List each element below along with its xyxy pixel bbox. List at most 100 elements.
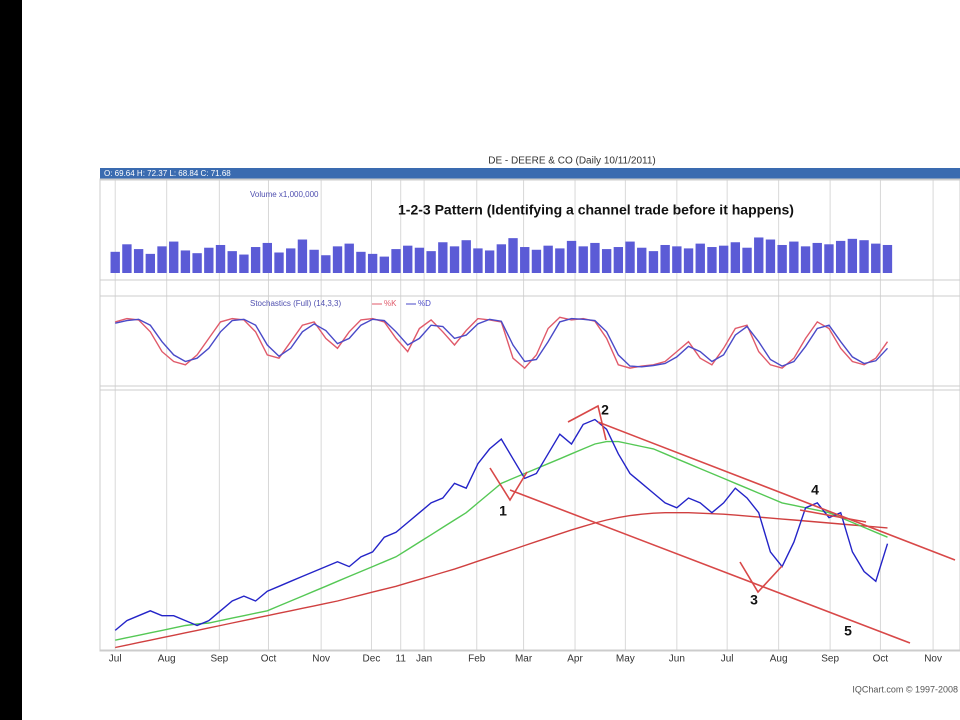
volume-bar <box>367 253 378 273</box>
volume-bar <box>321 255 331 273</box>
volume-bar <box>250 247 261 273</box>
volume-bar <box>566 240 577 273</box>
volume-bar <box>859 240 869 273</box>
volume-bar <box>835 240 846 273</box>
x-tick-label: Jan <box>416 654 432 665</box>
plot-frame <box>99 178 960 652</box>
pattern-title: 1-2-3 Pattern (Identifying a channel tra… <box>398 202 794 218</box>
volume-bar <box>754 237 764 273</box>
x-tick-label: Aug <box>770 654 788 665</box>
x-tick-label: Apr <box>567 654 583 665</box>
pivot-3 <box>739 561 783 594</box>
volume-bar <box>543 245 553 273</box>
channel-lower <box>509 489 911 644</box>
volume-bar <box>613 247 624 273</box>
chart-header: DE - DEERE & CO (Daily 10/11/2011) <box>488 156 655 167</box>
channel-upper <box>597 421 956 561</box>
volume-bar <box>344 243 354 273</box>
volume-bar <box>239 254 249 273</box>
volume-bar <box>601 249 612 273</box>
info-bar <box>100 168 960 179</box>
volume-bar <box>309 249 319 273</box>
volume-bar <box>157 246 167 273</box>
volume-bar <box>286 248 296 273</box>
volume-bar <box>192 253 202 273</box>
volume-bar <box>122 244 132 273</box>
x-tick-label: May <box>616 654 635 665</box>
volume-bar <box>403 245 413 273</box>
x-tick-label: Feb <box>468 654 486 665</box>
legend-label: %D <box>418 299 431 308</box>
volume-bar <box>414 247 425 273</box>
volume-bar <box>215 244 226 273</box>
x-tick-label: Mar <box>515 654 533 665</box>
volume-bar <box>637 247 647 273</box>
volume-bar <box>847 238 858 273</box>
volume-bar <box>718 245 729 273</box>
volume-bar <box>765 239 776 273</box>
series-line <box>114 418 889 631</box>
volume-bar <box>391 249 401 273</box>
volume-label: Volume x1,000,000 <box>250 190 319 199</box>
volume-bar <box>133 249 144 273</box>
volume-bar <box>789 241 799 273</box>
x-tick-label: Sep <box>210 654 228 665</box>
pivot-label: 2 <box>601 402 609 418</box>
x-tick-label: Jun <box>669 654 685 665</box>
volume-bar <box>812 242 822 273</box>
x-tick-label: Jul <box>109 654 122 665</box>
volume-bar <box>742 247 752 273</box>
volume-bar <box>871 243 881 273</box>
volume-bar <box>169 241 179 273</box>
volume-bar <box>531 249 542 273</box>
pivot-2 <box>567 404 607 441</box>
pivot-label: 5 <box>844 623 852 639</box>
legend-label: %K <box>384 299 397 308</box>
volume-bar <box>356 251 366 273</box>
volume-bar <box>824 244 834 273</box>
volume-bar <box>660 244 670 273</box>
volume-bar <box>332 246 343 273</box>
volume-bar <box>180 250 191 273</box>
channel-annotations <box>489 404 956 644</box>
volume-bar <box>426 251 436 273</box>
volume-bar <box>297 239 308 273</box>
volume-bar <box>449 246 460 273</box>
volume-bar <box>695 243 705 273</box>
pivot-label: 3 <box>750 592 758 608</box>
footer: IQChart.com © 1997-2008 <box>852 684 958 694</box>
volume-bar <box>730 242 741 273</box>
series-line <box>115 440 888 641</box>
volume-bar <box>800 246 811 273</box>
plots: Jul Aug Sep Oct Nov Dec 11 Jan Feb Mar Apr May Jun Ju… <box>109 237 942 665</box>
volume-bar <box>625 241 635 273</box>
volume-bar <box>707 247 717 273</box>
volume-bar <box>204 247 214 273</box>
x-tick-label: Nov <box>924 654 942 665</box>
volume-bar <box>262 242 272 273</box>
x-tick-label: Sep <box>821 654 839 665</box>
left-border <box>0 0 22 720</box>
volume-bar <box>473 248 483 273</box>
x-tick-label: Oct <box>261 654 277 665</box>
ohlc: O: 69.64 H: 72.37 L: 68.84 C: 71.68 <box>104 169 231 178</box>
x-tick-label: Jul <box>721 654 734 665</box>
volume-bar <box>145 253 155 273</box>
volume-bar <box>438 242 448 273</box>
pivot-label: 1 <box>499 503 507 519</box>
volume-bar <box>590 242 600 273</box>
volume-bar <box>648 251 659 273</box>
page <box>22 0 960 720</box>
x-tick-label: Nov <box>312 654 330 665</box>
volume-bar <box>555 248 565 273</box>
pivot-1 <box>489 467 528 502</box>
volume-bar <box>461 240 471 273</box>
x-tick-label: Dec <box>363 654 381 665</box>
x-tick-label: 11 <box>396 654 407 665</box>
x-tick-label: Aug <box>158 654 176 665</box>
volume-bar <box>379 256 390 273</box>
volume-bar <box>227 251 237 273</box>
x-tick-label: Oct <box>873 654 889 665</box>
volume-bar <box>496 244 507 273</box>
